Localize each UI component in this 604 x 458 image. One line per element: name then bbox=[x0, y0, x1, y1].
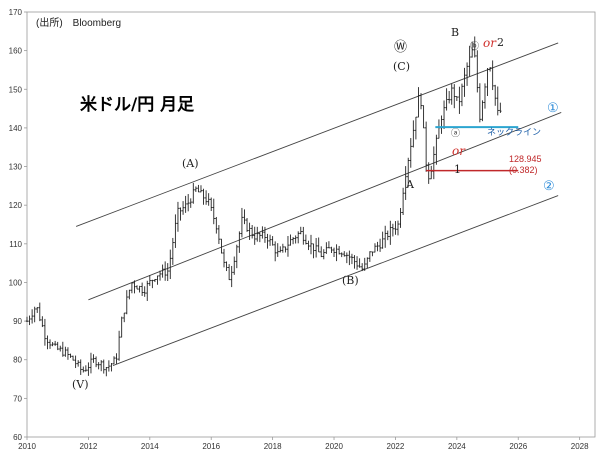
y-tick-label-5: 110 bbox=[9, 240, 22, 249]
wave-label-c-upper: (C) bbox=[393, 60, 410, 73]
channel-line-middle bbox=[88, 112, 562, 301]
y-tick-label-11: 170 bbox=[9, 8, 23, 17]
x-tick-label-4: 2018 bbox=[264, 442, 282, 451]
x-tick-label-1: 2012 bbox=[80, 442, 98, 451]
wave-label-small-a: ⓐ bbox=[451, 128, 460, 138]
chart-axes: 60 70 80 90 100 110 120 130 140 150 160 170 2010 2012… bbox=[9, 8, 596, 451]
channel-label-1: ① bbox=[547, 100, 559, 115]
wave-label-2: 2 bbox=[497, 36, 504, 49]
channel-line-lower bbox=[112, 195, 559, 366]
x-tick-label-7: 2024 bbox=[448, 442, 466, 451]
trend-channels bbox=[75, 42, 562, 366]
channel-line-upper bbox=[75, 42, 559, 227]
horizontal-levels bbox=[426, 126, 519, 172]
wave-label-1: 1 bbox=[454, 163, 461, 176]
chart-title: 米ドル/円 月足 bbox=[80, 94, 194, 115]
wave-label-v: (V) bbox=[72, 378, 89, 391]
channel-label-2: ② bbox=[543, 178, 555, 193]
level-ratio: (0.382) bbox=[509, 165, 538, 175]
y-tick-label-10: 160 bbox=[9, 47, 23, 56]
plot-frame bbox=[26, 11, 596, 438]
or-label-mid: or bbox=[452, 144, 466, 158]
x-tick-label-2: 2014 bbox=[141, 442, 159, 451]
y-tick-label-9: 150 bbox=[9, 85, 23, 94]
wave-label-a-upper: (A) bbox=[182, 157, 199, 170]
wave-label-b: B bbox=[451, 26, 459, 39]
y-tick-label-1: 70 bbox=[13, 394, 22, 403]
y-tick-label-7: 130 bbox=[9, 163, 23, 172]
y-tick-label-3: 90 bbox=[13, 317, 22, 326]
x-tick-label-6: 2022 bbox=[387, 442, 405, 451]
source-label: (出所) Bloomberg bbox=[36, 16, 121, 29]
wave-label-a: A bbox=[405, 178, 415, 191]
neckline-label: ネックライン bbox=[487, 127, 541, 137]
wave-label-small-b: ⓑ bbox=[470, 41, 479, 51]
x-tick-label-0: 2010 bbox=[18, 442, 36, 451]
y-tick-label-8: 140 bbox=[9, 124, 23, 133]
y-tick-label-4: 100 bbox=[9, 278, 23, 287]
x-tick-label-9: 2028 bbox=[571, 442, 589, 451]
price-bars bbox=[25, 36, 502, 377]
y-tick-label-0: 60 bbox=[13, 433, 22, 442]
x-tick-label-3: 2016 bbox=[202, 442, 220, 451]
level-value: 128.945 bbox=[509, 154, 542, 164]
x-tick-label-5: 2020 bbox=[325, 442, 343, 451]
or-label-top: or bbox=[483, 36, 497, 50]
x-tick-label-8: 2026 bbox=[509, 442, 527, 451]
y-tick-label-2: 80 bbox=[13, 356, 22, 365]
wave-label-b-upper: (B) bbox=[342, 274, 359, 287]
y-tick-label-6: 120 bbox=[9, 201, 23, 210]
wave-label-w: Ⓦ bbox=[394, 40, 407, 55]
